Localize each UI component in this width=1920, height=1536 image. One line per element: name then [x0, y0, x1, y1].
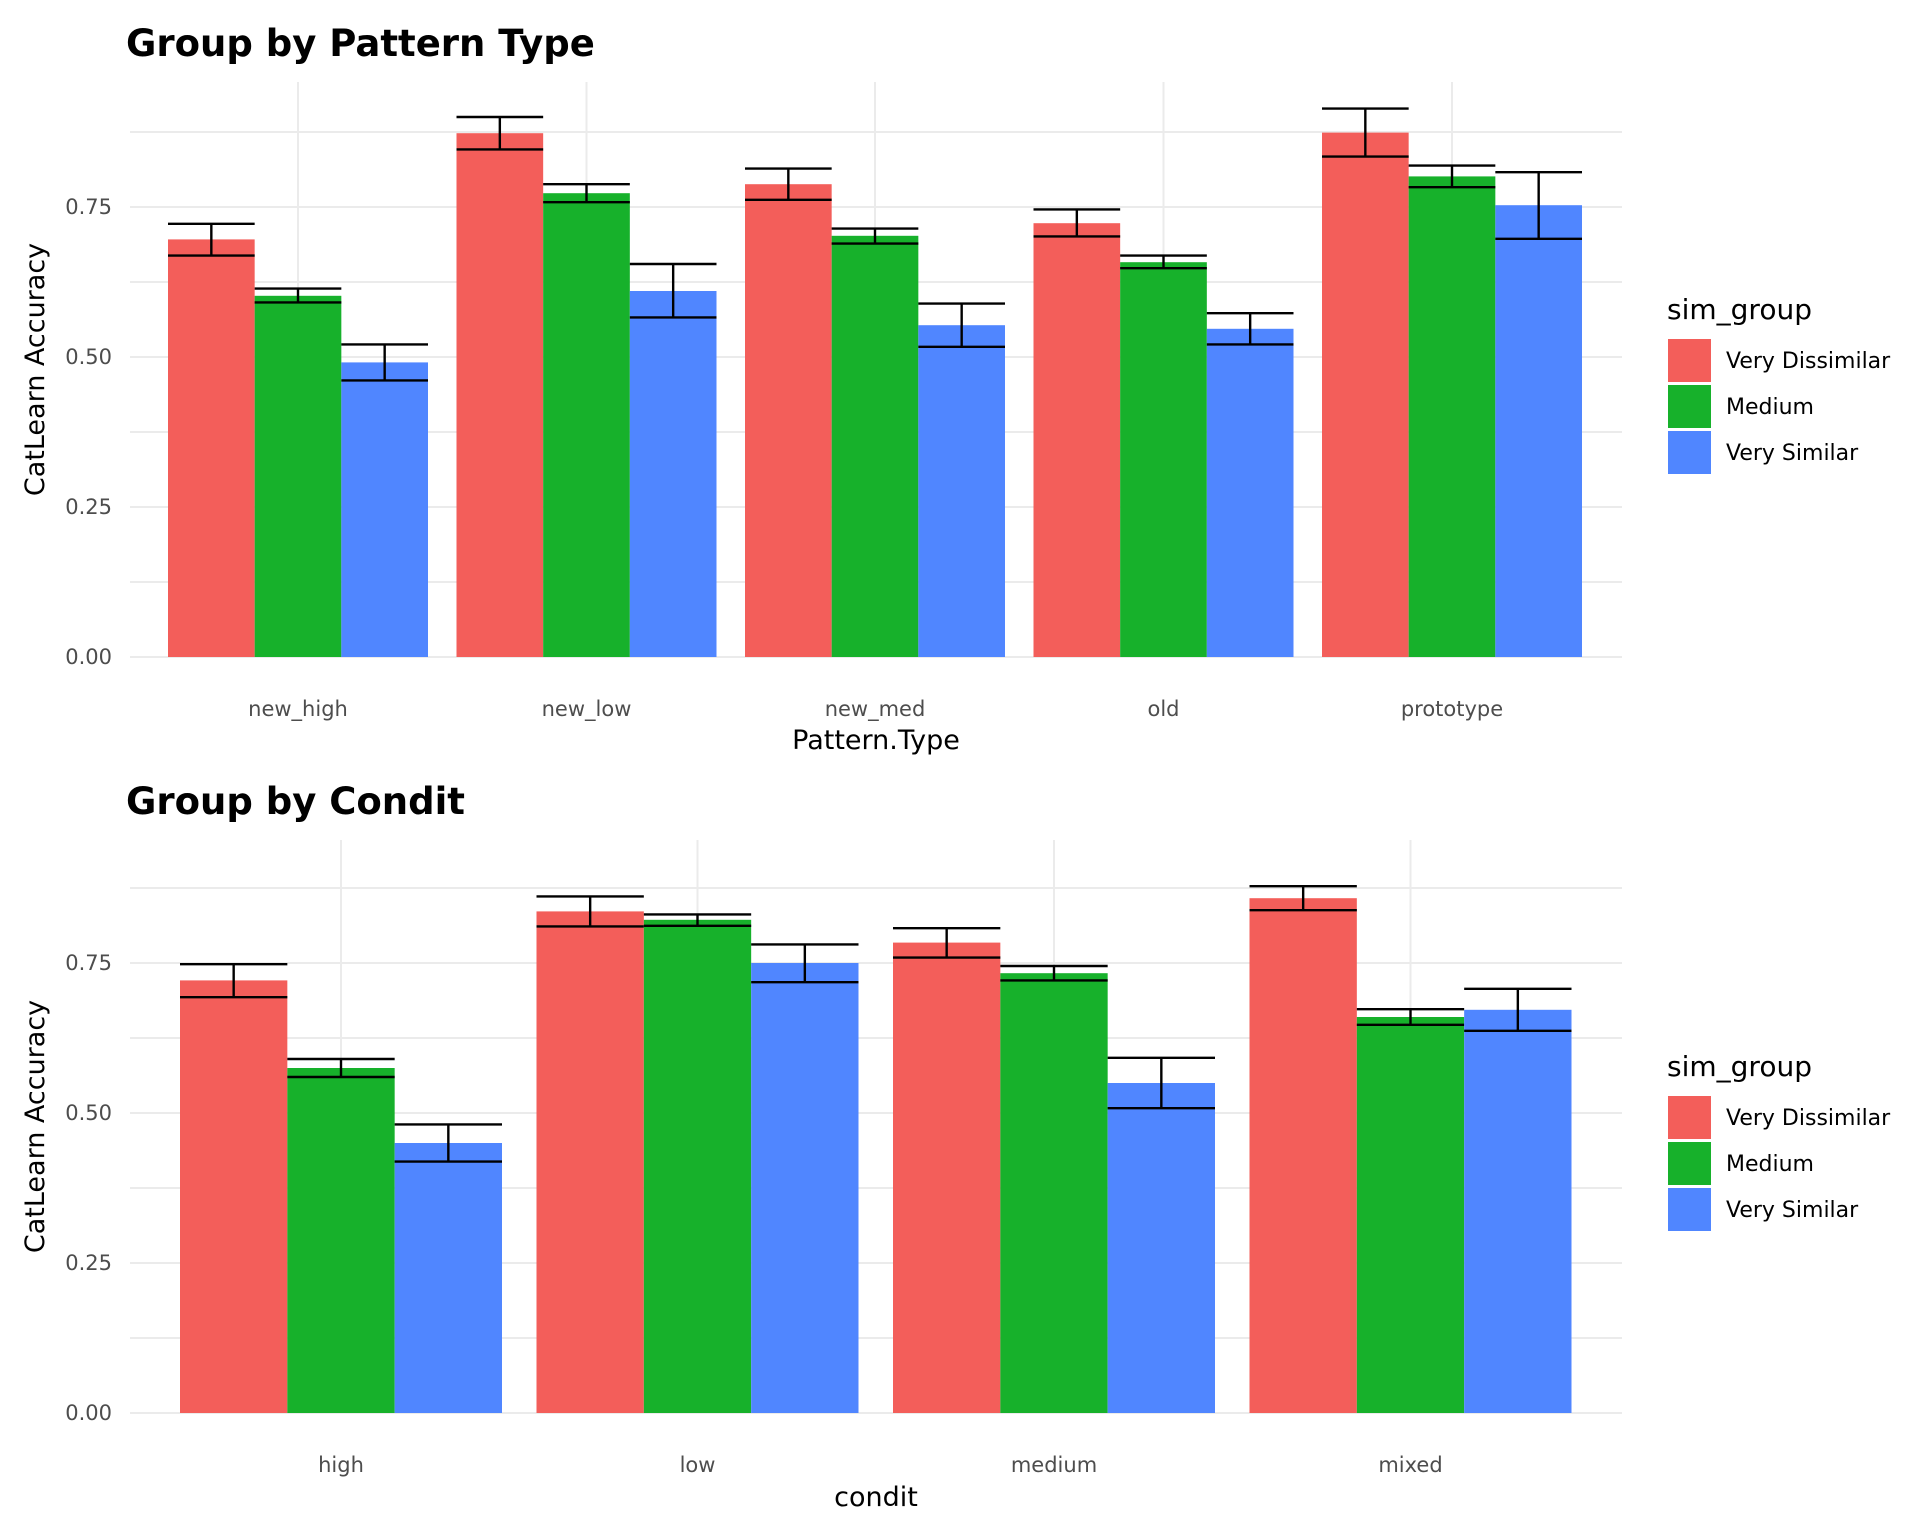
x-tick-label: new_low [542, 697, 632, 722]
bar [394, 1143, 502, 1413]
legend-swatch [1668, 385, 1711, 428]
error-bar [1033, 208, 1121, 238]
error-bar [1120, 254, 1207, 270]
legend: sim_group Very Dissimilar Medium Very Simil… [1667, 293, 1891, 474]
error-bar [1206, 312, 1294, 346]
error-bar [1356, 1008, 1465, 1027]
y-tick-label: 0.25 [65, 495, 112, 519]
error-bar [1107, 1056, 1215, 1110]
y-tick-label: 0.50 [65, 345, 112, 369]
x-tick-label: old [1147, 697, 1179, 721]
legend-swatch [1668, 339, 1711, 382]
error-bar [254, 287, 342, 304]
chart-title: Group by Condit [126, 780, 465, 823]
error-bar [918, 302, 1005, 348]
bar [1120, 262, 1207, 657]
x-tick-label: prototype [1401, 697, 1503, 721]
legend-title: sim_group [1667, 1050, 1812, 1083]
error-bar [456, 115, 544, 151]
bar [918, 325, 1005, 657]
bar [1408, 176, 1496, 657]
error-bar [629, 262, 717, 319]
bar [543, 193, 630, 657]
x-tick-label: new_high [248, 697, 348, 722]
error-bar [341, 343, 428, 382]
y-tick-label: 0.75 [65, 195, 112, 219]
bar [1107, 1083, 1215, 1413]
error-bar [745, 167, 832, 202]
error-bar [1408, 164, 1496, 189]
x-axis-title: Pattern.Type [792, 725, 960, 756]
legend-title: sim_group [1667, 293, 1812, 326]
legend-label: Very Similar [1726, 441, 1859, 466]
x-tick-label: high [318, 1453, 364, 1477]
legend-label: Very Dissimilar [1726, 349, 1891, 374]
bar [1249, 898, 1357, 1413]
bar [1000, 973, 1108, 1413]
error-bar [831, 227, 919, 245]
legend-swatch [1668, 1096, 1711, 1139]
bar [1495, 205, 1582, 657]
bar [1356, 1017, 1465, 1413]
legend-swatch [1668, 1142, 1711, 1185]
bar [1033, 223, 1121, 657]
y-axis-title: CatLearn Accuracy [20, 1000, 51, 1253]
bar [341, 362, 428, 657]
x-tick-label: low [680, 1453, 716, 1477]
bar [1464, 1009, 1572, 1413]
y-tick-label: 0.50 [65, 1101, 112, 1125]
legend-swatch [1668, 431, 1711, 474]
error-bar [168, 222, 255, 257]
x-tick-label: new_med [825, 697, 926, 722]
legend: sim_group Very Dissimilar Medium Very Simil… [1667, 1050, 1891, 1231]
chart-title: Group by Pattern Type [126, 22, 595, 65]
bar [168, 239, 255, 657]
error-bar [180, 963, 288, 999]
error-bar [536, 895, 644, 928]
legend-label: Very Dissimilar [1726, 1106, 1891, 1131]
x-axis-title: condit [834, 1482, 918, 1513]
legend-label: Very Similar [1726, 1198, 1859, 1223]
error-bar [643, 913, 752, 927]
legend-swatch [1668, 1188, 1711, 1231]
y-tick-label: 0.25 [65, 1251, 112, 1275]
y-axis-title: CatLearn Accuracy [20, 243, 51, 496]
y-tick-label: 0.00 [65, 645, 112, 669]
error-bar [1000, 964, 1108, 982]
error-bar [287, 1057, 395, 1079]
bar [1206, 328, 1294, 657]
bar [287, 1068, 395, 1413]
error-bar [1495, 170, 1582, 241]
x-tick-label: mixed [1378, 1453, 1442, 1477]
bar [629, 291, 717, 657]
bar [745, 184, 832, 657]
error-bar [1249, 885, 1357, 912]
chart-panel-2: Group by Condit 0.00 0.25 0.50 0.75 high low me… [20, 780, 1891, 1513]
y-tick-label: 0.75 [65, 951, 112, 975]
legend-label: Medium [1726, 395, 1814, 420]
y-tick-label: 0.00 [65, 1401, 112, 1425]
bar [893, 942, 1001, 1413]
bar [456, 133, 544, 657]
chart-panel-1: Group by Pattern Type 0.00 0.25 0.50 0.75 new… [20, 22, 1891, 756]
bar [180, 980, 288, 1413]
error-bar [1322, 107, 1409, 158]
error-bar [893, 927, 1001, 959]
error-bar [394, 1123, 502, 1163]
legend-label: Medium [1726, 1152, 1814, 1177]
bar [536, 911, 644, 1413]
bar [831, 235, 919, 658]
bar [1322, 132, 1409, 658]
bar [254, 295, 342, 657]
x-tick-label: medium [1011, 1453, 1097, 1477]
bar [643, 919, 752, 1413]
error-bar [1464, 987, 1572, 1033]
bar [751, 963, 859, 1413]
error-bar [751, 943, 859, 984]
error-bar [543, 182, 630, 204]
